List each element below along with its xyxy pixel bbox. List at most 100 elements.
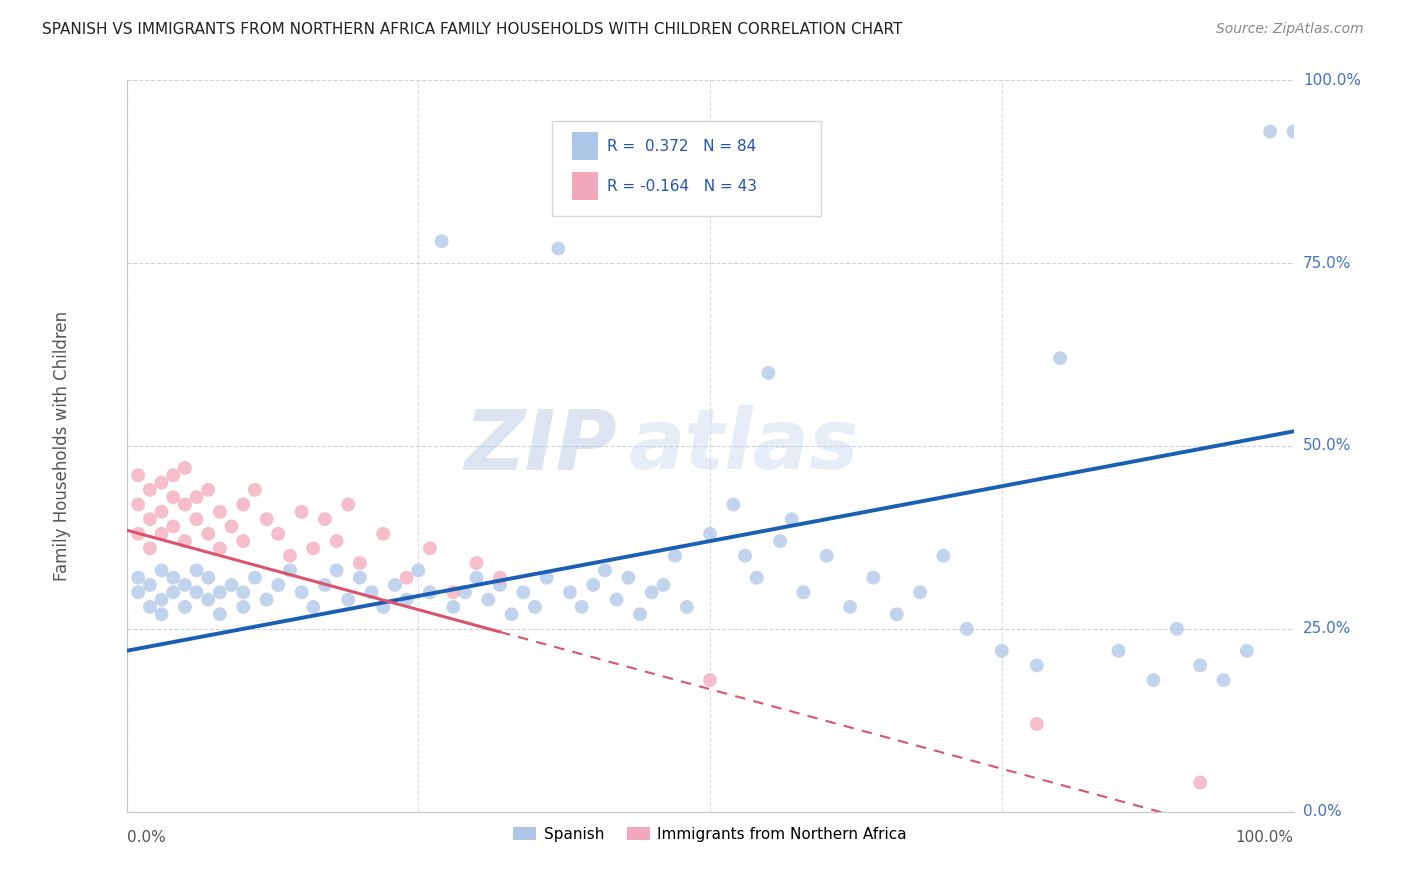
Point: [232, 498, 254, 512]
Legend: Spanish, Immigrants from Northern Africa: Spanish, Immigrants from Northern Africa: [508, 821, 912, 848]
FancyBboxPatch shape: [553, 120, 821, 216]
Point: [1282, 124, 1305, 138]
Text: Family Households with Children: Family Households with Children: [53, 311, 72, 581]
Point: [278, 549, 301, 563]
Point: [1212, 673, 1234, 687]
Point: [174, 534, 197, 549]
Point: [523, 599, 546, 614]
Point: [208, 505, 231, 519]
Point: [1108, 644, 1130, 658]
Point: [221, 578, 243, 592]
Point: [395, 592, 418, 607]
Point: [256, 592, 278, 607]
Point: [232, 599, 254, 614]
Point: [267, 526, 290, 541]
Point: [232, 534, 254, 549]
Point: [127, 585, 149, 599]
Point: [664, 549, 686, 563]
Point: [349, 556, 371, 570]
Point: [1236, 644, 1258, 658]
Point: [512, 585, 534, 599]
Point: [465, 571, 488, 585]
Point: [267, 578, 290, 592]
Point: [256, 512, 278, 526]
Point: [699, 526, 721, 541]
Point: [769, 534, 792, 549]
Point: [593, 563, 616, 577]
Text: 50.0%: 50.0%: [1303, 439, 1351, 453]
Point: [384, 578, 406, 592]
Point: [127, 571, 149, 585]
Point: [186, 490, 208, 504]
Point: [1189, 658, 1212, 673]
Point: [745, 571, 768, 585]
Point: [150, 563, 173, 577]
Point: [197, 483, 219, 497]
Text: 75.0%: 75.0%: [1303, 256, 1351, 270]
Point: [815, 549, 838, 563]
Point: [243, 483, 266, 497]
Point: [174, 578, 197, 592]
Text: 25.0%: 25.0%: [1303, 622, 1351, 636]
Text: atlas: atlas: [628, 406, 859, 486]
Point: [454, 585, 477, 599]
Point: [547, 242, 569, 256]
Point: [723, 498, 745, 512]
Point: [756, 366, 779, 380]
Point: [186, 585, 208, 599]
Point: [489, 571, 512, 585]
Point: [932, 549, 955, 563]
Point: [606, 592, 628, 607]
Text: Source: ZipAtlas.com: Source: ZipAtlas.com: [1216, 22, 1364, 37]
Point: [208, 541, 231, 556]
Point: [290, 585, 312, 599]
Point: [536, 571, 558, 585]
Point: [162, 468, 184, 483]
Point: [628, 607, 651, 622]
Point: [302, 541, 325, 556]
Point: [489, 578, 512, 592]
Bar: [572, 172, 598, 200]
Point: [1189, 775, 1212, 789]
Point: [139, 599, 162, 614]
Point: [373, 526, 395, 541]
Point: [780, 512, 803, 526]
Point: [150, 592, 173, 607]
Point: [290, 505, 312, 519]
Point: [395, 571, 418, 585]
Point: [1025, 658, 1047, 673]
Point: [197, 571, 219, 585]
Point: [325, 534, 347, 549]
Point: [243, 571, 266, 585]
Point: [197, 592, 219, 607]
Point: [862, 571, 884, 585]
Point: [419, 585, 441, 599]
Point: [734, 549, 756, 563]
Point: [675, 599, 697, 614]
Point: [408, 563, 430, 577]
Point: [337, 498, 360, 512]
Point: [186, 563, 208, 577]
Point: [174, 461, 197, 475]
Point: [174, 498, 197, 512]
Point: [441, 585, 464, 599]
Point: [558, 585, 581, 599]
Point: [360, 585, 382, 599]
Point: [990, 644, 1012, 658]
Point: [232, 585, 254, 599]
Text: R = -0.164   N = 43: R = -0.164 N = 43: [607, 178, 758, 194]
Point: [419, 541, 441, 556]
Point: [127, 526, 149, 541]
Point: [325, 563, 347, 577]
Point: [197, 526, 219, 541]
Point: [465, 556, 488, 570]
Text: 0.0%: 0.0%: [1303, 805, 1341, 819]
Point: [430, 234, 453, 248]
Point: [127, 468, 149, 483]
Text: 0.0%: 0.0%: [127, 830, 166, 845]
Point: [174, 599, 197, 614]
Point: [150, 475, 173, 490]
Point: [186, 512, 208, 526]
Point: [652, 578, 675, 592]
Point: [839, 599, 862, 614]
